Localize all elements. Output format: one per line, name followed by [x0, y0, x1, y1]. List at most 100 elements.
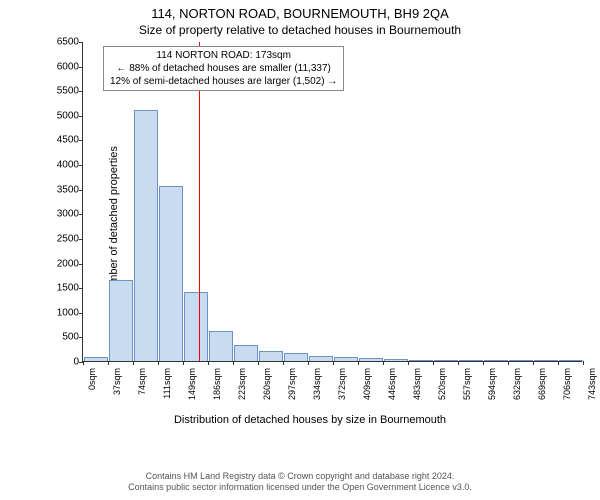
- y-tick-label: 5500: [45, 86, 79, 97]
- x-tick-mark: [308, 361, 309, 365]
- x-tick-label: 409sqm: [362, 368, 372, 400]
- y-tick-mark: [79, 190, 83, 191]
- y-tick-label: 2000: [45, 258, 79, 269]
- x-tick-label: 334sqm: [312, 368, 322, 400]
- x-tick-mark: [433, 361, 434, 365]
- marker-annotation-box: 114 NORTON ROAD: 173sqm← 88% of detached…: [103, 46, 344, 91]
- x-tick-mark: [83, 361, 84, 365]
- histogram-bar: [284, 353, 308, 361]
- y-tick-mark: [79, 288, 83, 289]
- x-tick-label: 74sqm: [137, 368, 147, 395]
- y-tick-mark: [79, 116, 83, 117]
- x-tick-label: 149sqm: [187, 368, 197, 400]
- x-tick-label: 743sqm: [587, 368, 597, 400]
- histogram-bar: [234, 345, 258, 361]
- y-tick-mark: [79, 337, 83, 338]
- x-tick-mark: [183, 361, 184, 365]
- x-tick-mark: [458, 361, 459, 365]
- x-tick-mark: [508, 361, 509, 365]
- histogram-bar: [409, 360, 433, 361]
- histogram-bar: [459, 360, 483, 361]
- x-tick-mark: [258, 361, 259, 365]
- x-tick-label: 706sqm: [562, 368, 572, 400]
- x-tick-mark: [383, 361, 384, 365]
- histogram-bar: [159, 186, 183, 361]
- x-axis-label: Distribution of detached houses by size …: [36, 414, 584, 426]
- y-tick-mark: [79, 140, 83, 141]
- footer-attribution: Contains HM Land Registry data © Crown c…: [0, 471, 600, 494]
- x-tick-label: 632sqm: [512, 368, 522, 400]
- y-tick-mark: [79, 165, 83, 166]
- y-tick-mark: [79, 67, 83, 68]
- histogram-bar: [534, 360, 558, 361]
- y-tick-label: 6500: [45, 37, 79, 48]
- histogram-bar: [559, 360, 583, 361]
- footer-line-1: Contains HM Land Registry data © Crown c…: [0, 471, 600, 483]
- histogram-bar: [259, 351, 283, 361]
- x-tick-mark: [533, 361, 534, 365]
- x-tick-label: 483sqm: [412, 368, 422, 400]
- y-tick-mark: [79, 214, 83, 215]
- x-tick-label: 669sqm: [537, 368, 547, 400]
- histogram-bar: [309, 356, 333, 361]
- histogram-bar: [434, 360, 458, 361]
- x-tick-label: 186sqm: [212, 368, 222, 400]
- histogram-bar: [484, 360, 508, 361]
- y-tick-mark: [79, 313, 83, 314]
- x-tick-label: 446sqm: [387, 368, 397, 400]
- x-tick-label: 260sqm: [262, 368, 272, 400]
- x-tick-mark: [158, 361, 159, 365]
- histogram-bar: [509, 360, 533, 361]
- x-tick-label: 372sqm: [337, 368, 347, 400]
- histogram-bar: [84, 357, 108, 361]
- histogram-bar: [109, 280, 133, 361]
- y-tick-label: 5000: [45, 110, 79, 121]
- x-tick-label: 297sqm: [287, 368, 297, 400]
- histogram-bar: [184, 292, 208, 361]
- marker-annotation-line: 114 NORTON ROAD: 173sqm: [110, 49, 337, 62]
- x-tick-mark: [333, 361, 334, 365]
- x-tick-mark: [133, 361, 134, 365]
- x-tick-label: 557sqm: [462, 368, 472, 400]
- y-tick-label: 4500: [45, 135, 79, 146]
- plot-area: 0500100015002000250030003500400045005000…: [82, 42, 582, 362]
- histogram-bar: [134, 110, 158, 361]
- y-tick-mark: [79, 264, 83, 265]
- x-tick-mark: [208, 361, 209, 365]
- y-tick-label: 3000: [45, 209, 79, 220]
- histogram-bar: [359, 358, 383, 361]
- y-tick-label: 4000: [45, 160, 79, 171]
- histogram-bar: [209, 331, 233, 361]
- x-tick-mark: [583, 361, 584, 365]
- x-tick-mark: [233, 361, 234, 365]
- footer-line-2: Contains public sector information licen…: [0, 482, 600, 494]
- y-tick-label: 0: [45, 357, 79, 368]
- marker-annotation-line: ← 88% of detached houses are smaller (11…: [110, 62, 337, 75]
- page-subtitle: Size of property relative to detached ho…: [0, 21, 600, 37]
- x-tick-mark: [108, 361, 109, 365]
- histogram-bar: [334, 357, 358, 361]
- x-tick-label: 0sqm: [87, 368, 97, 390]
- y-tick-label: 2500: [45, 233, 79, 244]
- x-tick-label: 37sqm: [112, 368, 122, 395]
- y-tick-mark: [79, 239, 83, 240]
- y-tick-label: 6000: [45, 61, 79, 72]
- y-tick-label: 1500: [45, 283, 79, 294]
- y-tick-mark: [79, 91, 83, 92]
- x-tick-mark: [283, 361, 284, 365]
- histogram-bar: [384, 359, 408, 361]
- x-tick-mark: [483, 361, 484, 365]
- x-tick-label: 111sqm: [162, 368, 172, 399]
- chart-container: Number of detached properties 0500100015…: [36, 42, 584, 402]
- y-tick-label: 500: [45, 332, 79, 343]
- x-tick-label: 223sqm: [237, 368, 247, 400]
- x-tick-label: 520sqm: [437, 368, 447, 400]
- y-tick-label: 3500: [45, 184, 79, 195]
- x-tick-mark: [558, 361, 559, 365]
- x-tick-mark: [358, 361, 359, 365]
- x-tick-mark: [408, 361, 409, 365]
- marker-annotation-line: 12% of semi-detached houses are larger (…: [110, 75, 337, 88]
- page-title: 114, NORTON ROAD, BOURNEMOUTH, BH9 2QA: [0, 0, 600, 21]
- y-tick-label: 1000: [45, 307, 79, 318]
- x-tick-label: 594sqm: [487, 368, 497, 400]
